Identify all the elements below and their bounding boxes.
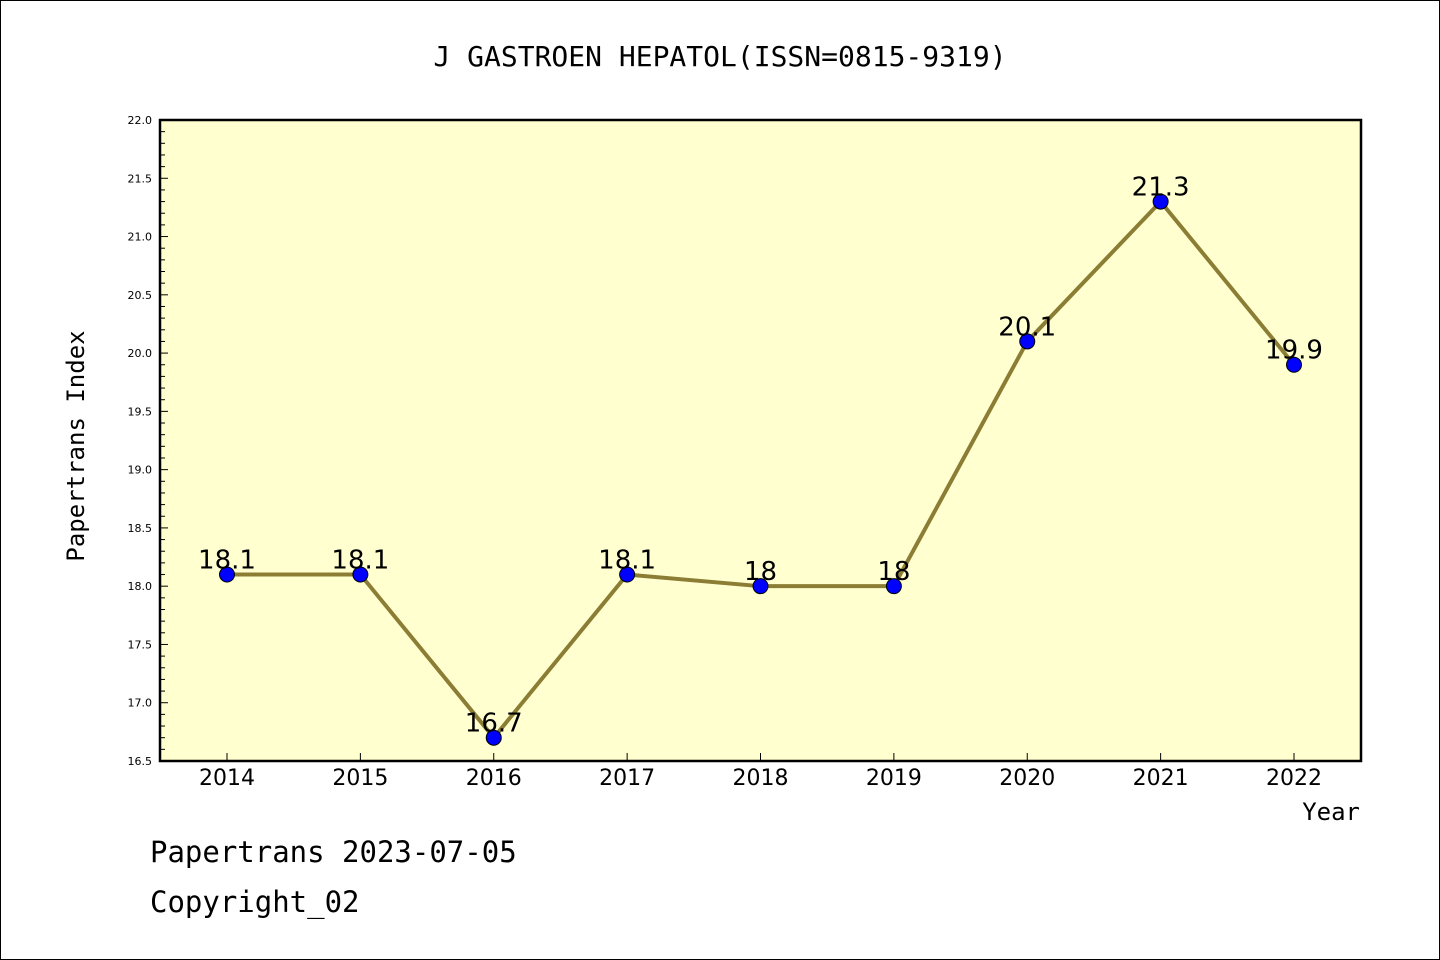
y-tick-label: 20.0: [128, 347, 153, 360]
data-point: [1286, 356, 1302, 373]
data-point: [1152, 193, 1169, 210]
data-point: [619, 566, 636, 583]
data-point: [485, 729, 502, 746]
data-label: 18.1: [198, 546, 256, 576]
y-tick-label: 18.5: [128, 522, 153, 535]
y-tick-label: 20.5: [128, 289, 153, 302]
x-tick-label: 2022: [1266, 766, 1322, 791]
y-tick-label: 18.0: [128, 580, 153, 593]
x-tick-label: 2015: [332, 766, 388, 791]
footer-copyright: Copyright_02: [150, 885, 360, 919]
y-tick-label: 19.5: [128, 405, 153, 418]
x-tick-label: 2021: [1133, 766, 1189, 791]
data-point: [219, 566, 235, 583]
y-axis-title: Papertrans Index: [62, 330, 90, 561]
y-tick-label: 16.5: [128, 755, 153, 768]
chart-title: J GASTROEN HEPATOL(ISSN=0815-9319): [433, 40, 1006, 73]
plot-area: [160, 120, 1361, 761]
data-point: [885, 578, 902, 595]
data-label: 18: [744, 557, 777, 587]
x-axis-title: Year: [1302, 798, 1360, 826]
data-label: 18: [877, 557, 910, 587]
data-label: 18.1: [331, 546, 389, 576]
y-axis-ticks: 16.5 17.0 17.5 18.0 18.5 19.0 19.5 20.0 20.5 21.0…: [128, 114, 168, 768]
series-group: 18.1 18.1 16.7 18.1 18 18 20.1 21.3 19.9: [198, 173, 1323, 746]
x-tick-label: 2016: [466, 766, 522, 791]
x-axis-ticks: 2014 2015 2016 2017 2018 2019 2020 2021 2022: [199, 753, 1322, 791]
plot-border: [158, 118, 1363, 763]
y-tick-label: 22.0: [128, 114, 153, 127]
data-label: 20.1: [998, 312, 1056, 342]
data-label: 16.7: [465, 709, 523, 739]
y-tick-label: 17.0: [128, 697, 153, 710]
y-tick-label: 21.0: [128, 231, 153, 244]
y-tick-label: 21.5: [128, 172, 153, 185]
x-tick-label: 2017: [599, 766, 655, 791]
x-tick-label: 2018: [733, 766, 789, 791]
data-label: 18.1: [598, 546, 656, 576]
x-tick-label: 2020: [999, 766, 1055, 791]
data-point: [752, 578, 769, 595]
y-tick-label: 17.5: [128, 638, 153, 651]
data-point: [352, 566, 369, 583]
data-point: [1019, 333, 1036, 350]
footer-date: Papertrans 2023-07-05: [150, 835, 517, 869]
x-tick-label: 2014: [199, 766, 255, 791]
data-label: 21.3: [1132, 173, 1190, 203]
data-label: 19.9: [1265, 336, 1323, 366]
x-tick-label: 2019: [866, 766, 922, 791]
y-tick-label: 19.0: [128, 464, 153, 477]
